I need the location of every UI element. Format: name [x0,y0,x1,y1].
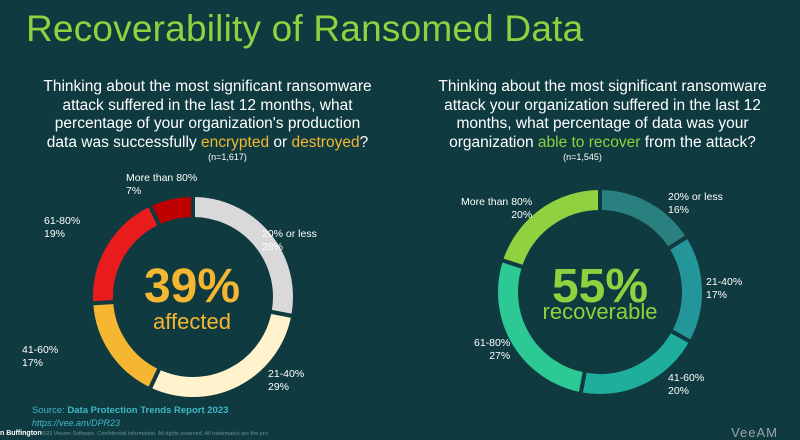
left-label-category-1: 21-40% [268,368,304,381]
left-label-value-2: 17% [22,357,58,370]
left-label-category-4: More than 80% [126,172,197,185]
right-label-category-2: 41-60% [668,372,704,385]
right-label-category-3: 61-80% [474,337,510,350]
left-label-category-3: 61-80% [44,215,80,228]
source-prefix: Source: [32,405,65,416]
right-center-label: recoverable [520,300,680,324]
veeam-logo: VeeAM [731,425,778,440]
right-label-2: 41-60% 20% [668,372,704,398]
source-report: Data Protection Trends Report 2023 [67,405,228,416]
left-center-value: 39% [112,262,272,312]
source-line: Source: Data Protection Trends Report 20… [32,405,228,416]
left-label-0: 20% or less 28% [262,228,317,254]
right-label-category-0: 20% or less [668,191,723,204]
left-label-value-1: 29% [268,381,304,394]
right-label-value-2: 20% [668,385,704,398]
presenter-name: n Buffington [0,430,42,437]
left-label-category-2: 41-60% [22,344,58,357]
left-label-4: More than 80% 7% [126,172,197,198]
right-label-value-4: 20% [461,209,532,222]
left-label-1: 21-40% 29% [268,368,304,394]
left-center-label: affected [112,310,272,334]
right-label-value-3: 27% [474,350,510,363]
left-label-3: 61-80% 19% [44,215,80,241]
right-label-4: More than 80% 20% [461,196,532,222]
left-label-value-3: 19% [44,228,80,241]
left-label-value-0: 28% [262,241,317,254]
right-label-1: 21-40% 17% [706,276,742,302]
footer-copyright: 2023 Veeam Software. Confidential inform… [40,431,268,437]
right-label-category-4: More than 80% [461,196,532,209]
right-label-value-0: 16% [668,204,723,217]
right-label-3: 61-80% 27% [474,337,510,363]
left-label-value-4: 7% [126,185,197,198]
right-label-value-1: 17% [706,289,742,302]
source-url[interactable]: https://vee.am/DPR23 [32,418,120,428]
right-label-0: 20% or less 16% [668,191,723,217]
left-slice-4 [150,195,193,226]
left-label-category-0: 20% or less [262,228,317,241]
left-label-2: 41-60% 17% [22,344,58,370]
right-label-category-1: 21-40% [706,276,742,289]
